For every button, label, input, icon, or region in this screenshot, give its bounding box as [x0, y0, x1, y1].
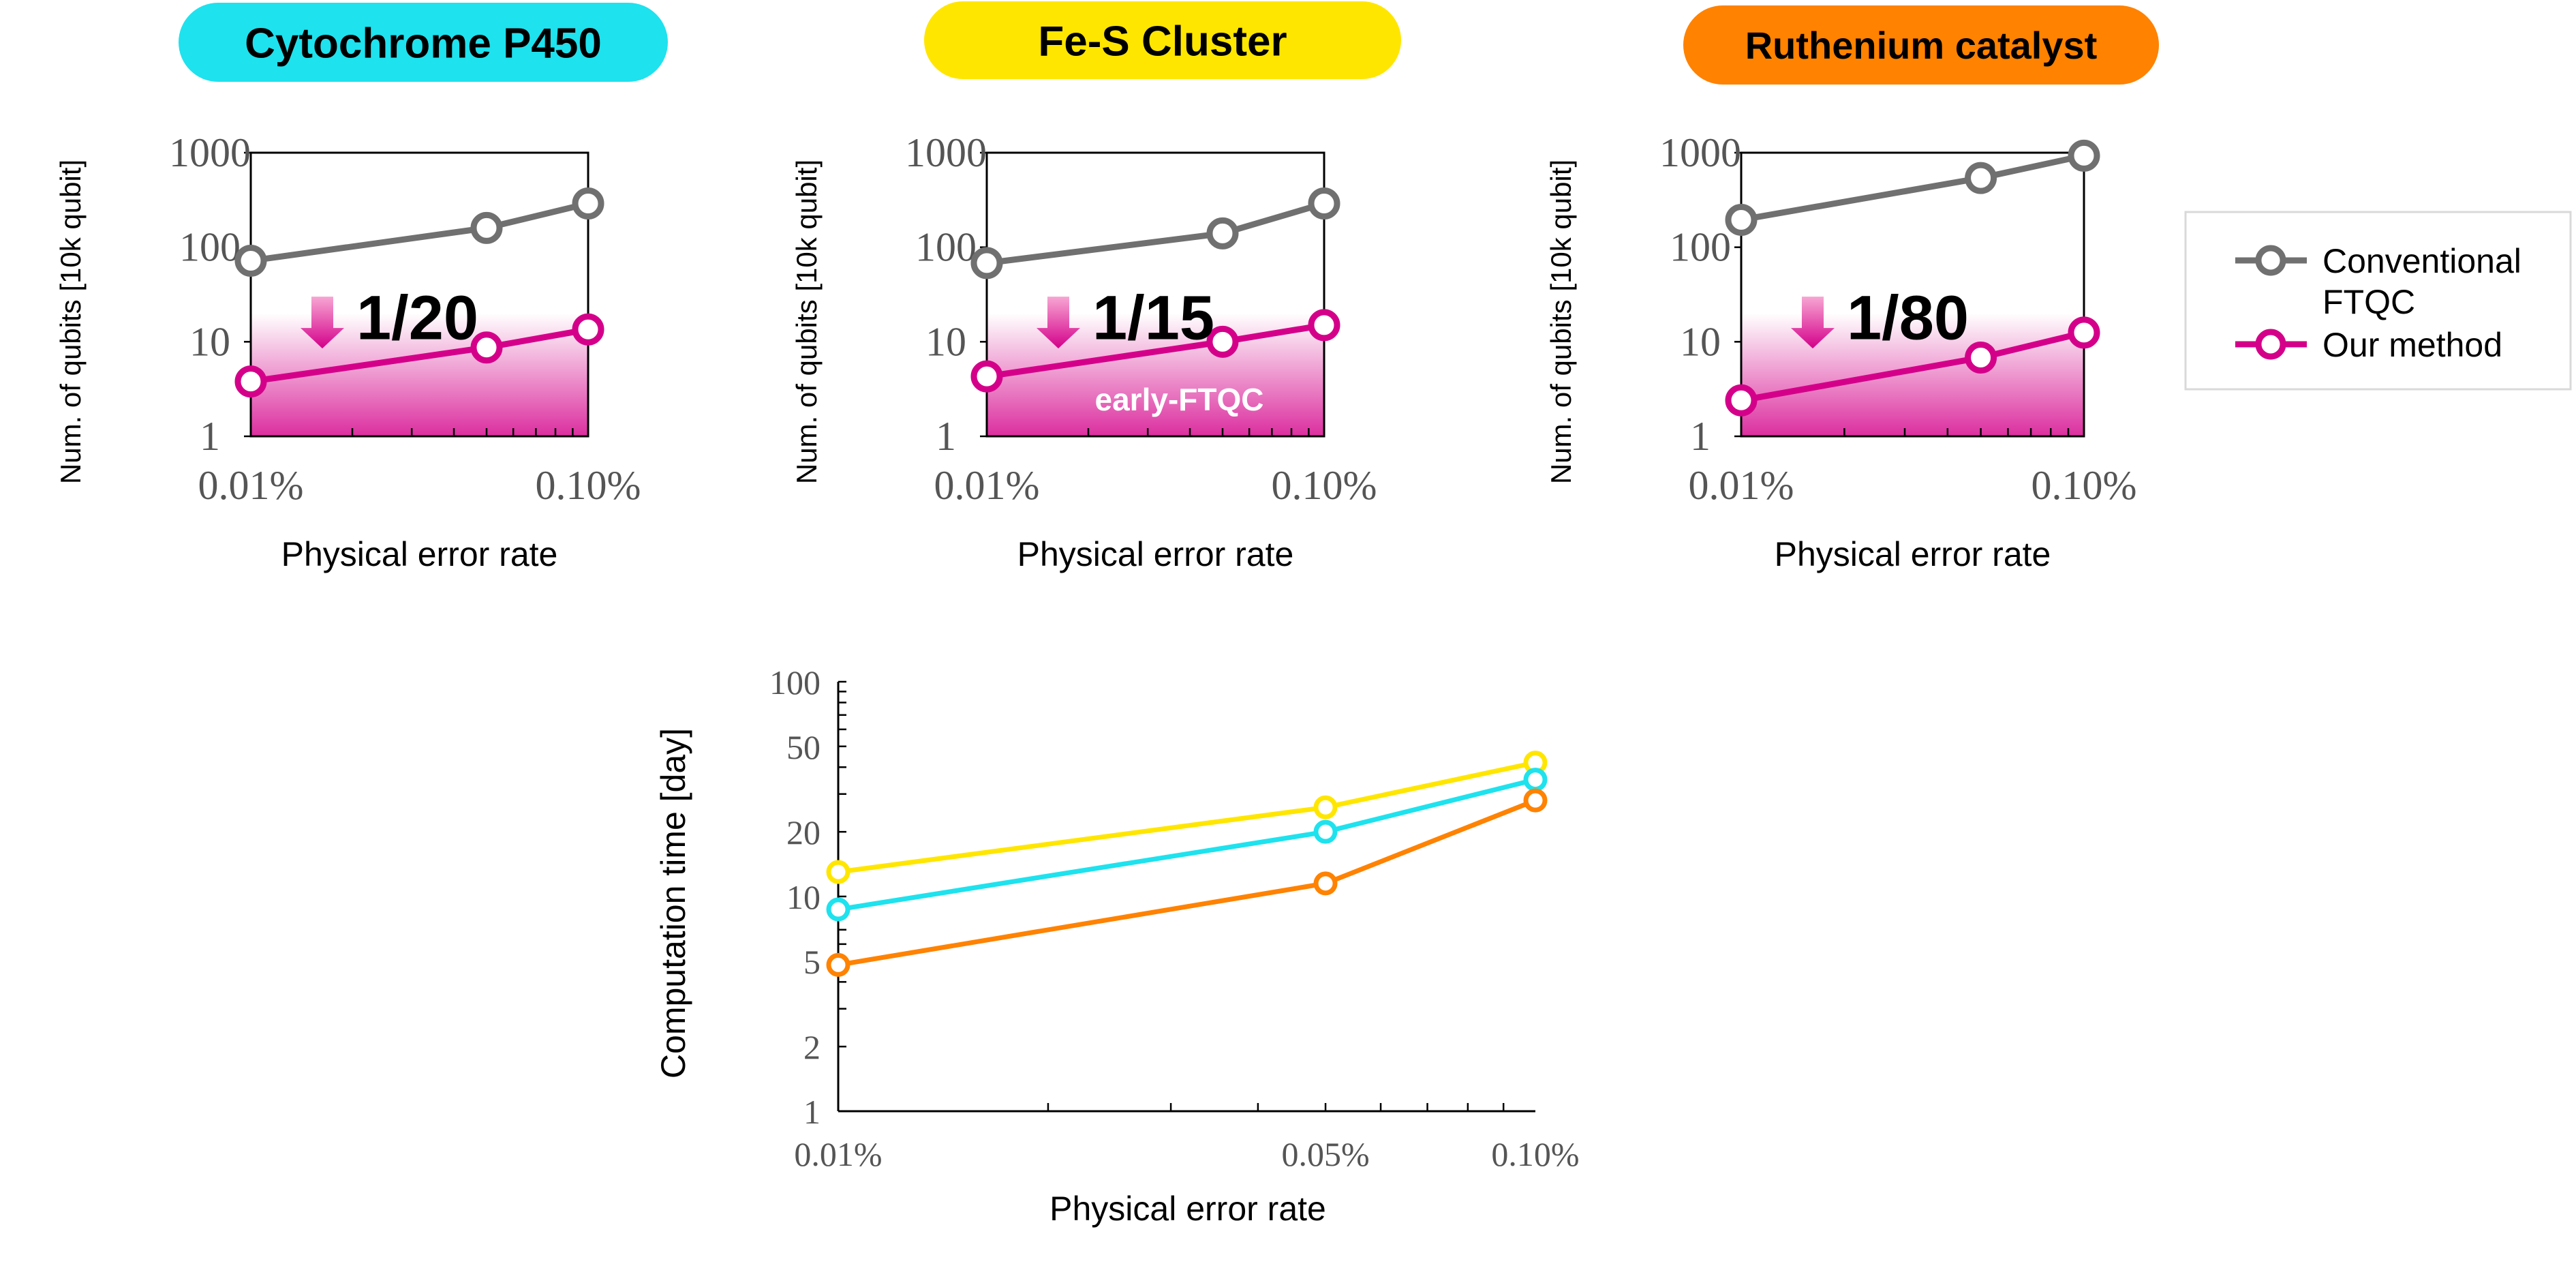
time-series-point — [1313, 795, 1338, 819]
reduction-factor-label: 1/15 — [1092, 283, 1214, 352]
conventional-series-line — [986, 200, 1325, 267]
y-tick-label: 100 — [769, 663, 821, 701]
qubit-chart-3: Ruthenium catalyst 1000 100 10 10.01% 0.10% Ph… — [1545, 5, 2159, 573]
time-series-point — [1523, 768, 1548, 792]
reduction-factor-label: 1/80 — [1847, 283, 1969, 352]
our-method-point — [572, 313, 604, 346]
y-tick-label: 100 — [1670, 225, 1731, 270]
y-tick-label: 1000 — [905, 130, 987, 175]
conventional-point — [1965, 162, 1997, 194]
legend-conventional-swatch-marker — [2255, 245, 2286, 276]
y-tick-label: 50 — [786, 728, 821, 766]
conventional-series-line — [250, 200, 589, 264]
qubit-chart-2: Fe-S Cluster early-FTQC 1000 100 10 10.01% 0.1… — [791, 1, 1401, 573]
y-tick-label: 1000 — [1659, 130, 1741, 175]
reduction-arrow-icon — [1791, 297, 1835, 349]
our-method-point — [470, 331, 503, 364]
our-method-point — [1206, 325, 1239, 358]
chart-title-pill — [924, 1, 1401, 79]
x-axis-label: Physical error rate — [1049, 1190, 1326, 1228]
x-axis-label: Physical error rate — [1017, 535, 1294, 573]
time-series-line — [838, 777, 1536, 912]
time-series-point — [1313, 819, 1338, 844]
plot-frame — [985, 151, 1325, 438]
x-tick-label: 0.10% — [2031, 463, 2137, 508]
x-tick-label: 0.10% — [1491, 1135, 1579, 1173]
reduction-arrow-icon — [1037, 297, 1080, 349]
time-series-point — [1313, 871, 1338, 896]
x-axis-label: Physical error rate — [1775, 535, 2051, 573]
legend-our-method-label: Our method — [2322, 326, 2502, 364]
y-tick-label: 1 — [200, 414, 220, 459]
our-method-point — [234, 365, 267, 398]
conventional-point — [1308, 187, 1340, 220]
y-tick-label: 1000 — [169, 130, 251, 175]
legend-box — [2184, 211, 2572, 391]
x-tick-label: 0.10% — [536, 463, 641, 508]
our-method-point — [1965, 342, 1997, 374]
shaded-region-label: early-FTQC — [1095, 382, 1264, 417]
our-method-point — [1308, 309, 1340, 342]
y-tick-label: 10 — [786, 878, 821, 916]
legend-our-method-swatch-marker — [2255, 329, 2286, 360]
x-tick-label: 0.01% — [934, 463, 1040, 508]
x-tick-label: 0.05% — [1281, 1135, 1369, 1173]
conventional-point — [2068, 139, 2100, 172]
chart-title: Fe-S Cluster — [1038, 18, 1287, 65]
y-tick-label: 100 — [915, 225, 977, 270]
conventional-point — [470, 211, 503, 244]
plot-frame — [1740, 151, 2085, 438]
x-tick-label: 0.01% — [1689, 463, 1794, 508]
legend-conventional-label: FTQC — [2322, 283, 2415, 321]
chart-title-pill — [179, 3, 668, 82]
time-series-point — [826, 952, 850, 977]
chart-title: Cytochrome P450 — [245, 20, 602, 67]
y-axis-label: Num. of qubits [10k qubit] — [1545, 160, 1577, 484]
chart-title: Ruthenium catalyst — [1745, 24, 2098, 67]
reduction-factor-label: 1/20 — [356, 283, 478, 352]
legend-conventional-label: Conventional — [2322, 242, 2521, 280]
y-tick-label: 1 — [936, 414, 956, 459]
y-tick-label: 1 — [803, 1093, 821, 1131]
our-method-point — [2068, 316, 2100, 349]
y-axis-label: Num. of qubits [10k qubit] — [791, 160, 823, 484]
y-tick-label: 10 — [1680, 319, 1721, 364]
y-tick-label: 2 — [803, 1028, 821, 1066]
computation-time-chart: 100 50 20 10 5 2 1 0.01% 0.05% 0.10% Physical erro… — [654, 663, 1580, 1228]
time-series-point — [1523, 788, 1548, 813]
y-tick-label: 100 — [179, 225, 241, 270]
reduction-arrow-icon — [301, 297, 344, 349]
conventional-point — [970, 247, 1003, 280]
our-method-point — [1725, 384, 1758, 417]
plot-frame — [249, 151, 589, 438]
conventional-point — [572, 187, 604, 220]
x-tick-label: 0.01% — [198, 463, 304, 508]
y-tick-label: 10 — [925, 319, 966, 364]
conventional-point — [234, 244, 267, 277]
y-axis-label: Num. of qubits [10k qubit] — [55, 160, 87, 484]
conventional-point — [1725, 203, 1758, 236]
y-tick-label: 20 — [786, 813, 821, 851]
y-tick-label: 10 — [189, 319, 230, 364]
x-tick-label: 0.10% — [1272, 463, 1377, 508]
time-series-point — [826, 860, 850, 884]
conventional-series-line — [1741, 152, 2085, 223]
x-axis-label: Physical error rate — [281, 535, 558, 573]
our-method-point — [970, 360, 1003, 393]
time-series-point — [826, 897, 850, 922]
y-axis-label: Computation time [day] — [654, 728, 692, 1078]
y-tick-label: 1 — [1690, 414, 1711, 459]
qubit-chart-1: Cytochrome P450 1000 100 10 10.01% 0.10% Physi… — [55, 3, 668, 573]
chart-title-pill — [1683, 5, 2159, 85]
conventional-point — [1206, 217, 1239, 250]
x-tick-label: 0.01% — [794, 1135, 882, 1173]
y-tick-label: 5 — [803, 943, 821, 981]
